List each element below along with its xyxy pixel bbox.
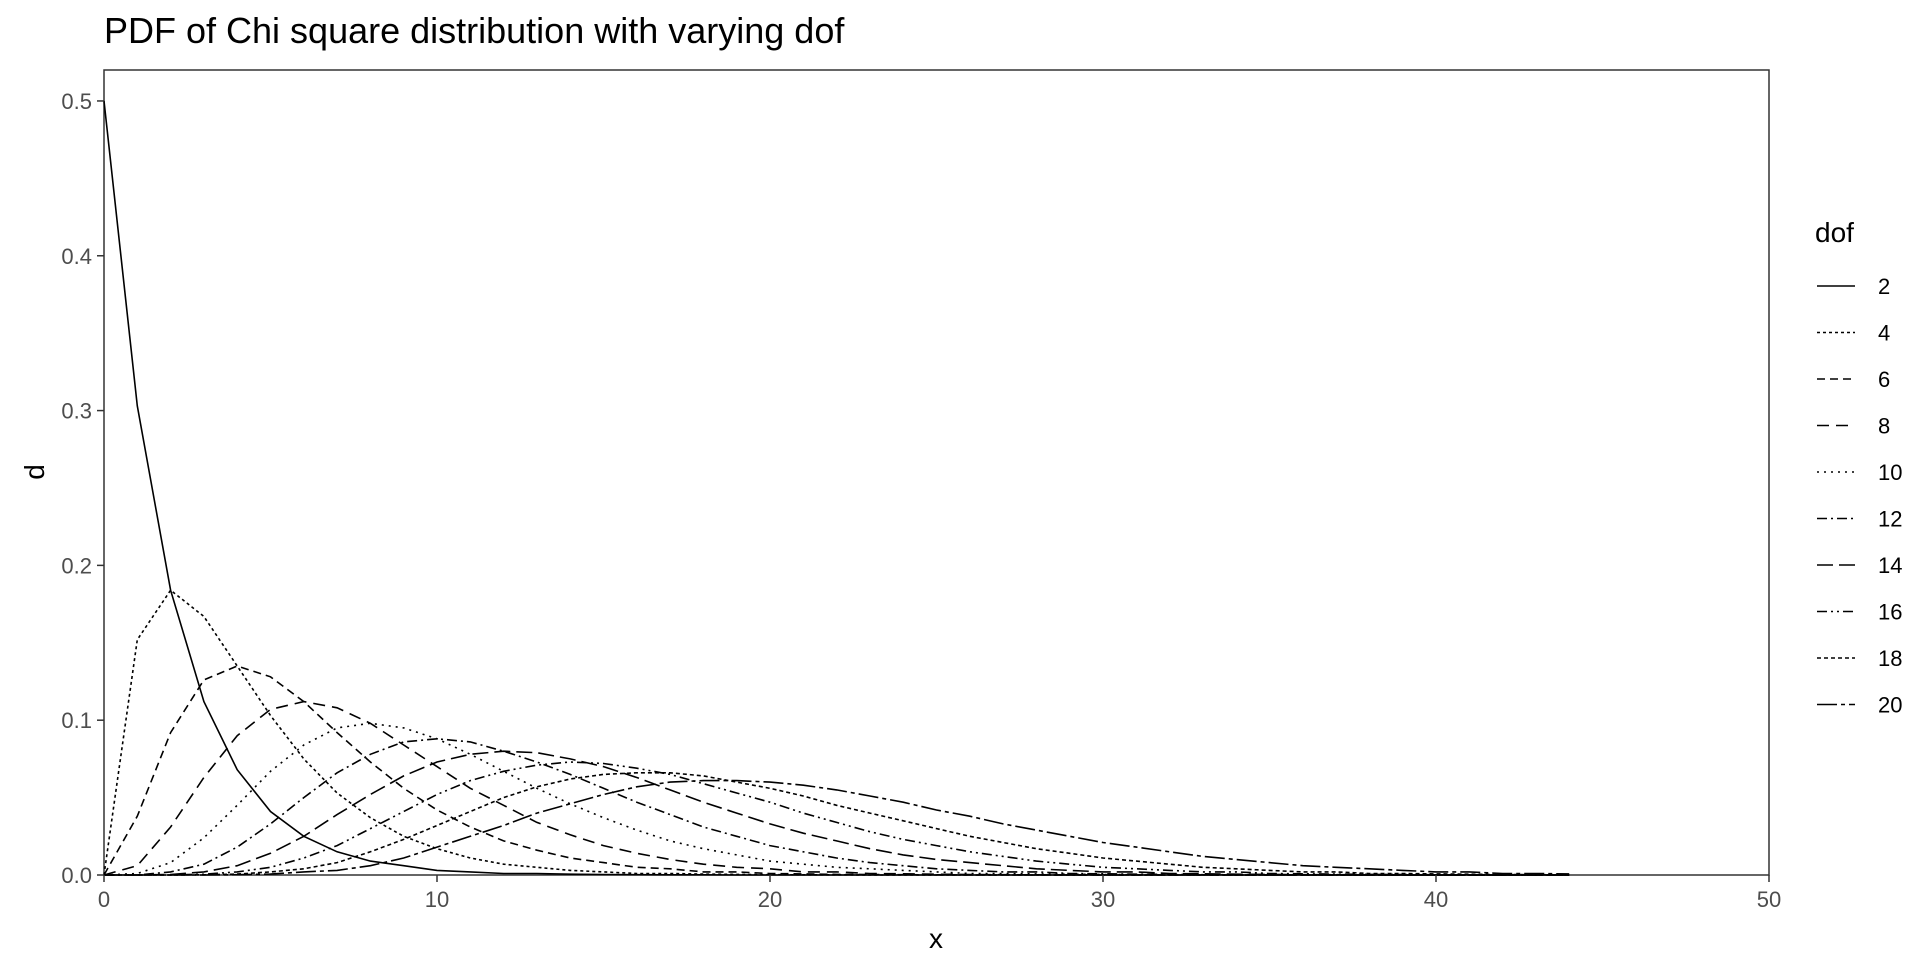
legend-label-dof-4: 4: [1878, 321, 1890, 346]
y-axis: 0.0 0.1 0.2 0.3 0.4 0.5: [61, 89, 104, 888]
legend-label-dof-2: 2: [1878, 274, 1890, 299]
x-tick-label: 40: [1424, 887, 1448, 912]
series-line-dof-18: [104, 771, 1570, 876]
legend-label-dof-6: 6: [1878, 367, 1890, 392]
legend-label-dof-18: 18: [1878, 646, 1902, 671]
y-tick-label: 0.1: [61, 708, 92, 733]
legend: dof 2 4 6 8 10 12 14 16 18 20: [1815, 217, 1902, 718]
series-line-dof-6: [103, 665, 1570, 876]
x-axis: 0 10 20 30 40 50: [98, 875, 1781, 912]
y-tick-label: 0.5: [61, 89, 92, 114]
legend-label-dof-8: 8: [1878, 414, 1890, 439]
x-tick-label: 0: [98, 887, 110, 912]
chart-title: PDF of Chi square distribution with vary…: [104, 10, 845, 51]
legend-label-dof-12: 12: [1878, 507, 1902, 532]
x-tick-label: 30: [1091, 887, 1115, 912]
y-axis-title: d: [19, 464, 50, 480]
y-tick-label: 0.4: [61, 244, 92, 269]
x-tick-label: 10: [425, 887, 449, 912]
plot-panel: [103, 69, 1770, 876]
series-line-dof-12: [104, 737, 1570, 876]
series-line-dof-16: [104, 761, 1570, 876]
series-line-dof-10: [103, 722, 1570, 876]
legend-label-dof-14: 14: [1878, 553, 1902, 578]
legend-title: dof: [1815, 217, 1854, 248]
y-tick-label: 0.0: [61, 863, 92, 888]
series-group: [103, 100, 1570, 876]
legend-label-dof-16: 16: [1878, 600, 1902, 625]
y-tick-label: 0.3: [61, 399, 92, 424]
x-axis-title: x: [929, 923, 943, 954]
x-tick-label: 50: [1757, 887, 1781, 912]
x-tick-label: 20: [758, 887, 782, 912]
series-line-dof-20: [104, 779, 1570, 876]
legend-label-dof-10: 10: [1878, 460, 1902, 485]
y-tick-label: 0.2: [61, 553, 92, 578]
legend-label-dof-20: 20: [1878, 693, 1902, 718]
